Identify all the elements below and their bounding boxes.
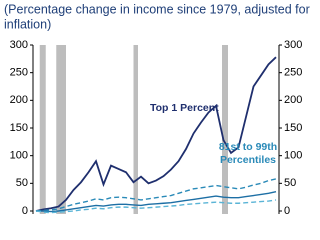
annotation: Percentiles	[220, 154, 276, 166]
y-tick-label: 300	[10, 39, 28, 51]
recession-band	[56, 45, 66, 216]
page: {"chart_data":{"type":"line", "title_lin…	[4, 2, 310, 217]
y2-tick-label: 250	[284, 67, 302, 79]
chart-title: inflation)	[4, 17, 51, 31]
chart-title: (Percentage change in income since 1979,…	[4, 2, 310, 16]
series-line	[35, 199, 277, 214]
y-tick-label: 250	[10, 67, 28, 79]
series-line	[35, 56, 277, 212]
y2-tick-label: 200	[284, 94, 302, 106]
y-tick-label: 50	[16, 177, 28, 189]
y2-tick-label: 150	[284, 122, 302, 134]
series-line	[35, 178, 277, 212]
annotation: 81st to 99th	[219, 141, 277, 153]
y2-tick-label: 0	[284, 205, 290, 214]
y-tick-label: 0	[22, 205, 28, 214]
y-tick-label: 200	[10, 94, 28, 106]
series-line	[36, 190, 277, 213]
recession-band	[133, 45, 138, 216]
recession-band	[39, 45, 46, 216]
y-tick-label: 100	[10, 150, 28, 162]
annotation: Top 1 Percent	[150, 102, 219, 114]
y2-tick-label: 300	[284, 39, 302, 51]
y2-tick-label: 50	[284, 177, 296, 189]
y2-tick-label: 100	[284, 150, 302, 162]
y-tick-label: 150	[10, 122, 28, 134]
recession-band	[222, 45, 228, 216]
chart: (Percentage change in income since 1979,…	[4, 2, 310, 217]
